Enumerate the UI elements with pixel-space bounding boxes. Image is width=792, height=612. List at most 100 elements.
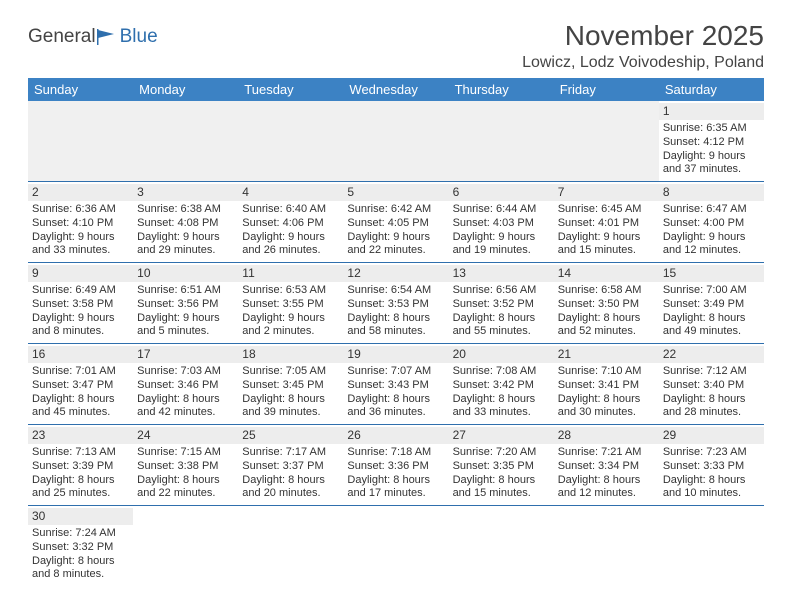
day-info-line: Sunrise: 6:54 AM	[347, 284, 444, 298]
day-info-line: Sunset: 3:46 PM	[137, 379, 234, 393]
day-info-line: Sunset: 3:53 PM	[347, 298, 444, 312]
day-info-line: Daylight: 8 hours	[32, 474, 129, 488]
day-info-line: and 22 minutes.	[347, 244, 444, 258]
day-number: 27	[449, 427, 554, 444]
day-number: 3	[133, 184, 238, 201]
day-number: 23	[28, 427, 133, 444]
day-info-line: Daylight: 9 hours	[242, 312, 339, 326]
empty-cell	[238, 101, 343, 182]
day-info-line: Sunset: 3:52 PM	[453, 298, 550, 312]
day-info-line: and 26 minutes.	[242, 244, 339, 258]
calendar-table: SundayMondayTuesdayWednesdayThursdayFrid…	[28, 78, 764, 586]
empty-cell	[28, 101, 133, 182]
calendar-body: 1Sunrise: 6:35 AMSunset: 4:12 PMDaylight…	[28, 101, 764, 586]
day-info-line: Daylight: 9 hours	[453, 231, 550, 245]
day-info-line: Sunset: 3:41 PM	[558, 379, 655, 393]
day-cell: 21Sunrise: 7:10 AMSunset: 3:41 PMDayligh…	[554, 344, 659, 425]
day-info-line: Sunrise: 7:23 AM	[663, 446, 760, 460]
day-info-line: Sunrise: 6:56 AM	[453, 284, 550, 298]
day-info-line: Sunrise: 6:40 AM	[242, 203, 339, 217]
day-info-line: Sunset: 4:12 PM	[663, 136, 760, 150]
day-info-line: Daylight: 8 hours	[453, 312, 550, 326]
day-info-line: and 19 minutes.	[453, 244, 550, 258]
day-number: 30	[28, 508, 133, 525]
day-info-line: Daylight: 9 hours	[663, 150, 760, 164]
day-cell: 8Sunrise: 6:47 AMSunset: 4:00 PMDaylight…	[659, 182, 764, 263]
day-cell: 28Sunrise: 7:21 AMSunset: 3:34 PMDayligh…	[554, 425, 659, 506]
day-info-line: Sunset: 3:42 PM	[453, 379, 550, 393]
day-info-line: and 29 minutes.	[137, 244, 234, 258]
day-info-line: Daylight: 8 hours	[663, 312, 760, 326]
day-info-line: and 22 minutes.	[137, 487, 234, 501]
day-number: 22	[659, 346, 764, 363]
day-info-line: Sunset: 4:01 PM	[558, 217, 655, 231]
day-info-line: Daylight: 8 hours	[558, 474, 655, 488]
day-info-line: and 12 minutes.	[663, 244, 760, 258]
day-number: 21	[554, 346, 659, 363]
day-cell: 24Sunrise: 7:15 AMSunset: 3:38 PMDayligh…	[133, 425, 238, 506]
day-info-line: Daylight: 8 hours	[137, 393, 234, 407]
day-cell: 23 Sunrise: 7:13 AMSunset: 3:39 PMDayligh…	[28, 425, 133, 506]
weekday-header: Wednesday	[343, 78, 448, 101]
day-info-line: Sunset: 3:35 PM	[453, 460, 550, 474]
day-info-line: Daylight: 8 hours	[242, 474, 339, 488]
day-number: 10	[133, 265, 238, 282]
day-info-line: and 30 minutes.	[558, 406, 655, 420]
day-number: 17	[133, 346, 238, 363]
day-number: 5	[343, 184, 448, 201]
day-info-line: Sunrise: 7:00 AM	[663, 284, 760, 298]
day-info-line: Sunrise: 7:13 AM	[32, 446, 129, 460]
day-info-line: Daylight: 9 hours	[663, 231, 760, 245]
day-cell: 5Sunrise: 6:42 AMSunset: 4:05 PMDaylight…	[343, 182, 448, 263]
day-info-line: and 33 minutes.	[32, 244, 129, 258]
day-info-line: Sunset: 3:40 PM	[663, 379, 760, 393]
day-info-line: Sunset: 3:47 PM	[32, 379, 129, 393]
day-info-line: and 12 minutes.	[558, 487, 655, 501]
day-number: 18	[238, 346, 343, 363]
day-cell: 14Sunrise: 6:58 AMSunset: 3:50 PMDayligh…	[554, 263, 659, 344]
day-number: 9	[28, 265, 133, 282]
day-info-line: and 15 minutes.	[558, 244, 655, 258]
day-number: 15	[659, 265, 764, 282]
empty-cell	[449, 101, 554, 182]
day-info-line: Sunset: 4:05 PM	[347, 217, 444, 231]
day-info-line: Sunset: 4:08 PM	[137, 217, 234, 231]
empty-cell	[554, 101, 659, 182]
day-number: 28	[554, 427, 659, 444]
day-info-line: and 42 minutes.	[137, 406, 234, 420]
day-info-line: Daylight: 8 hours	[242, 393, 339, 407]
day-cell: 2Sunrise: 6:36 AMSunset: 4:10 PMDaylight…	[28, 182, 133, 263]
day-info-line: Sunrise: 6:42 AM	[347, 203, 444, 217]
weekday-header: Saturday	[659, 78, 764, 101]
day-cell: 13Sunrise: 6:56 AMSunset: 3:52 PMDayligh…	[449, 263, 554, 344]
empty-cell	[343, 101, 448, 182]
empty-cell	[133, 101, 238, 182]
day-number: 8	[659, 184, 764, 201]
day-info-line: and 39 minutes.	[242, 406, 339, 420]
day-info-line: Daylight: 8 hours	[137, 474, 234, 488]
empty-cell	[343, 506, 448, 587]
day-info-line: Sunset: 3:39 PM	[32, 460, 129, 474]
day-info-line: and 28 minutes.	[663, 406, 760, 420]
day-info-line: and 49 minutes.	[663, 325, 760, 339]
day-cell: 17Sunrise: 7:03 AMSunset: 3:46 PMDayligh…	[133, 344, 238, 425]
day-info-line: Sunrise: 7:24 AM	[32, 527, 129, 541]
day-info-line: Daylight: 8 hours	[663, 393, 760, 407]
empty-cell	[238, 506, 343, 587]
weekday-header: Monday	[133, 78, 238, 101]
day-info-line: Daylight: 9 hours	[32, 312, 129, 326]
weekday-header: Sunday	[28, 78, 133, 101]
day-info-line: and 52 minutes.	[558, 325, 655, 339]
day-info-line: Sunrise: 6:45 AM	[558, 203, 655, 217]
day-info-line: Sunset: 4:10 PM	[32, 217, 129, 231]
day-info-line: and 8 minutes.	[32, 325, 129, 339]
day-number: 20	[449, 346, 554, 363]
day-info-line: Sunrise: 6:58 AM	[558, 284, 655, 298]
day-cell: 11Sunrise: 6:53 AMSunset: 3:55 PMDayligh…	[238, 263, 343, 344]
day-cell: 27Sunrise: 7:20 AMSunset: 3:35 PMDayligh…	[449, 425, 554, 506]
day-info-line: and 17 minutes.	[347, 487, 444, 501]
day-number: 6	[449, 184, 554, 201]
day-info-line: Sunset: 4:03 PM	[453, 217, 550, 231]
day-cell: 12Sunrise: 6:54 AMSunset: 3:53 PMDayligh…	[343, 263, 448, 344]
day-info-line: Sunrise: 7:15 AM	[137, 446, 234, 460]
